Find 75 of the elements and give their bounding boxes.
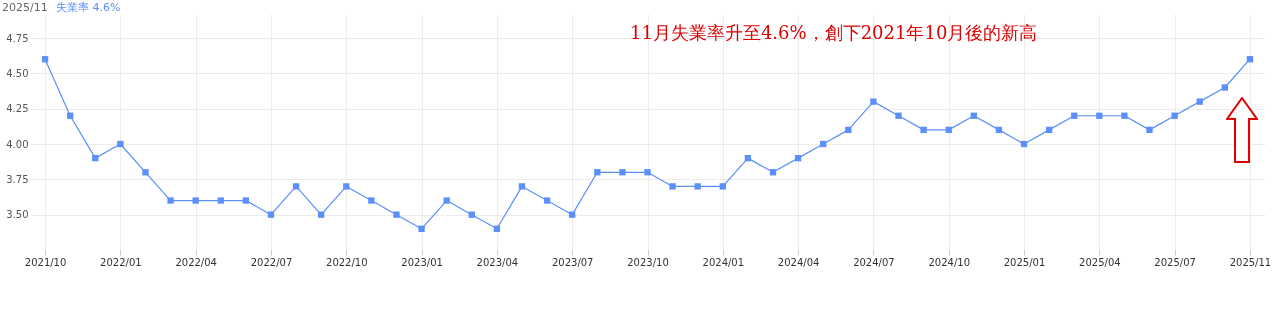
x-tick-label: 2025/07 — [1154, 256, 1196, 268]
point — [870, 98, 877, 105]
x-tick-label: 2023/10 — [627, 256, 669, 268]
y-tick-label: 4.50 — [6, 67, 29, 79]
point — [318, 211, 325, 218]
x-tick-label: 2023/07 — [551, 256, 594, 268]
point — [970, 112, 977, 119]
point — [920, 126, 927, 134]
point — [769, 169, 777, 176]
x-tick-label: 2022/10 — [326, 256, 368, 268]
point — [493, 225, 501, 232]
y-tick-label: 4.25 — [6, 103, 29, 115]
point — [518, 183, 526, 190]
point — [619, 169, 626, 176]
point — [1246, 56, 1254, 63]
point — [845, 126, 852, 134]
point — [1221, 84, 1228, 91]
point — [644, 169, 651, 176]
point — [719, 183, 726, 190]
x-tick-label: 2024/04 — [777, 256, 820, 268]
point — [343, 183, 350, 190]
point — [368, 197, 375, 204]
point — [1196, 98, 1203, 105]
point — [217, 197, 224, 204]
point — [242, 197, 250, 204]
point — [443, 197, 450, 204]
point — [945, 126, 952, 134]
point — [669, 183, 676, 190]
point — [1146, 126, 1153, 134]
point — [1071, 112, 1078, 119]
y-tick-label: 3.75 — [6, 173, 29, 185]
x-tick-label: 2021/10 — [24, 256, 67, 268]
point — [192, 197, 199, 204]
x-tick-label: 2022/07 — [250, 256, 293, 268]
point — [1171, 112, 1178, 119]
point — [744, 154, 752, 162]
annotation: 11月失業率升至4.6%，創下2021年10月後的新高 — [630, 22, 1038, 43]
point — [142, 169, 149, 176]
point — [694, 183, 701, 190]
point — [92, 154, 99, 162]
y-tick-label: 4.75 — [6, 32, 29, 44]
point — [393, 211, 400, 218]
point — [117, 140, 124, 148]
x-tick-label: 2022/04 — [175, 256, 217, 268]
point — [1096, 112, 1103, 119]
x-tick-label: 2024/10 — [928, 256, 970, 268]
x-tick-label: 2024/01 — [702, 256, 745, 268]
point — [794, 154, 802, 162]
point — [1121, 112, 1128, 119]
point — [167, 197, 174, 204]
point — [67, 112, 74, 119]
y-tick-label: 4.00 — [6, 138, 29, 150]
point — [292, 183, 300, 190]
x-tick-label: 2022/01 — [100, 256, 142, 268]
point — [1045, 126, 1053, 134]
y-tick-label: 3.50 — [6, 209, 29, 221]
point — [569, 211, 576, 218]
point — [895, 112, 902, 119]
point — [468, 211, 475, 218]
point — [820, 140, 827, 148]
x-tick-label: 2025/11 — [1229, 256, 1272, 268]
point — [995, 126, 1003, 134]
point — [267, 211, 275, 218]
x-tick-label: 2025/01 — [1003, 256, 1046, 268]
point — [594, 169, 601, 176]
x-tick-label: 2025/04 — [1079, 256, 1121, 268]
text: 失業率 4.6% — [56, 1, 121, 14]
point — [418, 225, 425, 232]
x-tick-label: 2024/07 — [853, 256, 895, 268]
x-tick-label: 2023/01 — [401, 256, 443, 268]
point — [1020, 140, 1028, 148]
point — [41, 56, 49, 63]
x-tick-label: 2023/04 — [476, 256, 519, 268]
point — [543, 197, 551, 204]
text: 2025/11 — [2, 1, 48, 14]
